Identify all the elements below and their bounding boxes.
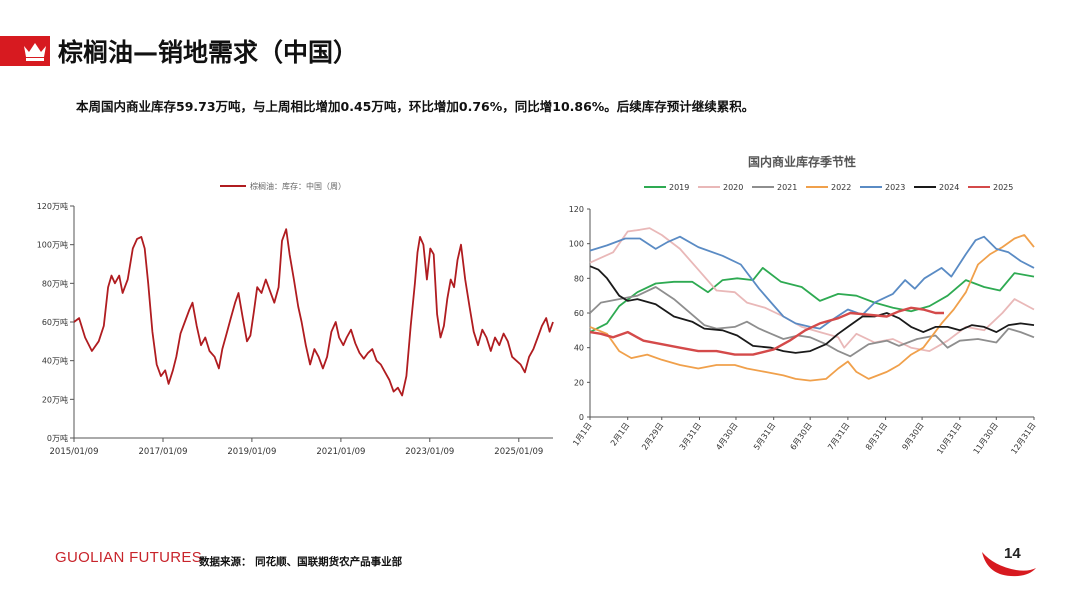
series-line-2024 bbox=[589, 265, 1035, 354]
x-tick-label: 12月31日 bbox=[1009, 421, 1037, 456]
x-tick-label: 2019/01/09 bbox=[227, 447, 276, 457]
y-tick-label: 0 bbox=[579, 413, 584, 422]
x-tick-label: 2021/01/09 bbox=[316, 447, 365, 457]
series-line-2020 bbox=[589, 227, 1035, 353]
x-tick-label: 9月30日 bbox=[900, 421, 925, 452]
y-tick-label: 100 bbox=[569, 240, 584, 249]
y-tick-label: 40万吨 bbox=[42, 356, 68, 366]
chart-inventory-history: 棕榈油：库存：中国（周） 0万吨 20万吨 40万吨 60万吨 80万吨 100万吨 120万… bbox=[37, 181, 554, 457]
series-line-2022 bbox=[589, 234, 1035, 382]
series-line-2025 bbox=[589, 306, 944, 356]
series-line-2019 bbox=[589, 266, 1035, 333]
legend-label: 2019 bbox=[669, 183, 689, 192]
legend-label: 2024 bbox=[939, 183, 959, 192]
x-tick-label: 6月30日 bbox=[788, 421, 813, 452]
y-tick-label: 120万吨 bbox=[37, 201, 68, 211]
page-title: 棕榈油—销地需求（中国） bbox=[58, 38, 359, 67]
x-tick-label: 2025/01/09 bbox=[494, 447, 543, 457]
x-tick-label: 2月29日 bbox=[640, 421, 665, 452]
y-tick-label: 0万吨 bbox=[47, 433, 68, 443]
legend-label: 2022 bbox=[831, 183, 851, 192]
brand-logo-text: GUOLIAN FUTURES bbox=[55, 549, 203, 566]
x-tick-label: 1月1日 bbox=[571, 421, 593, 448]
chart-inventory-seasonality: 国内商业库存季节性 2019 2020 2021 2022 2023 2024 2025 0 20… bbox=[569, 154, 1038, 456]
x-tick-label: 2月1日 bbox=[609, 421, 631, 448]
x-tick-label: 11月30日 bbox=[972, 421, 1000, 456]
x-tick-label: 4月30日 bbox=[714, 421, 739, 452]
x-tick-label: 10月31日 bbox=[935, 421, 963, 456]
x-tick-label: 5月31日 bbox=[752, 421, 777, 452]
y-tick-label: 40 bbox=[574, 344, 584, 353]
crown-icon bbox=[24, 43, 46, 61]
legend-label: 2021 bbox=[777, 183, 797, 192]
y-tick-label: 60 bbox=[574, 309, 584, 318]
legend-label: 2020 bbox=[723, 183, 743, 192]
x-tick-label: 8月31日 bbox=[864, 421, 889, 452]
chart-title: 国内商业库存季节性 bbox=[748, 154, 856, 169]
y-tick-label: 20 bbox=[574, 378, 584, 387]
y-tick-label: 80万吨 bbox=[42, 278, 68, 288]
series-line-2021 bbox=[589, 286, 1035, 358]
page-number: 14 bbox=[1004, 545, 1021, 562]
y-tick-label: 80 bbox=[574, 274, 584, 283]
legend-label: 棕榈油：库存：中国（周） bbox=[250, 181, 346, 191]
summary-text: 本周国内商业库存59.73万吨，与上周相比增加0.45万吨，环比增加0.76%，… bbox=[76, 99, 755, 114]
y-tick-label: 20万吨 bbox=[42, 394, 68, 404]
legend-label: 2025 bbox=[993, 183, 1013, 192]
y-tick-label: 60万吨 bbox=[42, 317, 68, 327]
data-source: 数据来源： 同花顺、国联期货农产品事业部 bbox=[199, 556, 403, 568]
y-tick-label: 100万吨 bbox=[37, 240, 68, 250]
y-tick-label: 120 bbox=[569, 205, 584, 214]
x-tick-label: 2017/01/09 bbox=[139, 447, 188, 457]
x-tick-label: 7月31日 bbox=[826, 421, 851, 452]
legend-label: 2023 bbox=[885, 183, 905, 192]
corner-swoosh-icon bbox=[982, 552, 1036, 577]
series-line bbox=[73, 228, 554, 397]
x-tick-label: 2023/01/09 bbox=[405, 447, 454, 457]
x-tick-label: 3月31日 bbox=[678, 421, 703, 452]
x-tick-label: 2015/01/09 bbox=[50, 447, 99, 457]
